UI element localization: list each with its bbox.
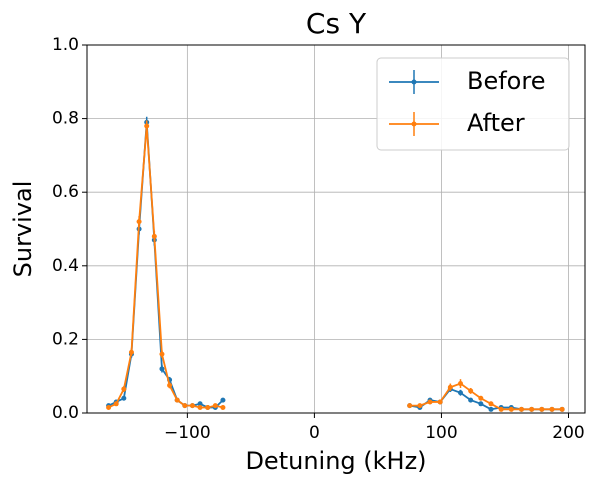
legend-label: Before xyxy=(467,67,545,95)
series-line xyxy=(108,125,563,411)
data-point xyxy=(197,401,203,407)
data-point xyxy=(212,403,218,409)
data-point xyxy=(539,406,545,412)
data-point xyxy=(437,399,443,405)
data-point xyxy=(508,406,514,412)
data-point xyxy=(151,233,157,239)
data-point xyxy=(529,406,535,412)
x-tick-label: 200 xyxy=(552,423,584,443)
data-point xyxy=(488,406,494,412)
x-tick-label: −100 xyxy=(164,423,211,443)
data-point xyxy=(128,349,134,355)
data-point xyxy=(407,403,413,409)
data-point xyxy=(167,382,173,388)
legend-marker xyxy=(411,79,417,85)
y-tick-label: 0.4 xyxy=(52,256,79,276)
data-point xyxy=(113,401,119,407)
legend-label: After xyxy=(467,109,525,137)
data-point xyxy=(197,404,203,410)
data-point xyxy=(159,366,165,372)
data-point xyxy=(458,381,463,387)
y-tick-label: 0.8 xyxy=(52,109,79,129)
data-point xyxy=(220,404,226,410)
data-point xyxy=(182,403,188,409)
data-point xyxy=(144,123,150,129)
data-point xyxy=(488,401,494,407)
data-point xyxy=(106,404,112,410)
x-tick-label: 100 xyxy=(425,423,457,443)
data-point xyxy=(549,406,555,412)
data-point xyxy=(447,384,453,390)
x-tick-label: 0 xyxy=(309,423,320,443)
y-tick-label: 1.0 xyxy=(52,35,79,55)
x-axis-label: Detuning (kHz) xyxy=(245,447,426,475)
data-point xyxy=(159,351,165,357)
y-axis-label: Survival xyxy=(9,181,37,278)
data-point xyxy=(220,397,226,403)
data-point xyxy=(136,219,142,225)
data-point xyxy=(417,403,423,409)
legend-marker xyxy=(411,121,417,127)
data-point xyxy=(174,397,180,403)
plot-frame xyxy=(86,44,586,414)
data-point xyxy=(468,397,474,403)
data-point xyxy=(478,395,484,401)
legend-box xyxy=(376,57,570,151)
data-point xyxy=(121,386,127,392)
data-point xyxy=(468,388,474,394)
data-point xyxy=(518,406,524,412)
data-point xyxy=(189,403,195,409)
data-point xyxy=(498,406,504,412)
chart-title: Cs Y xyxy=(306,7,367,40)
y-tick-label: 0.6 xyxy=(52,182,79,202)
data-point xyxy=(458,390,463,396)
data-point xyxy=(478,401,484,407)
data-point xyxy=(427,399,433,405)
data-point xyxy=(559,406,565,412)
y-tick-label: 0.0 xyxy=(52,403,79,423)
y-tick-label: 0.2 xyxy=(52,329,79,349)
data-point xyxy=(205,404,211,410)
data-point xyxy=(121,395,127,401)
